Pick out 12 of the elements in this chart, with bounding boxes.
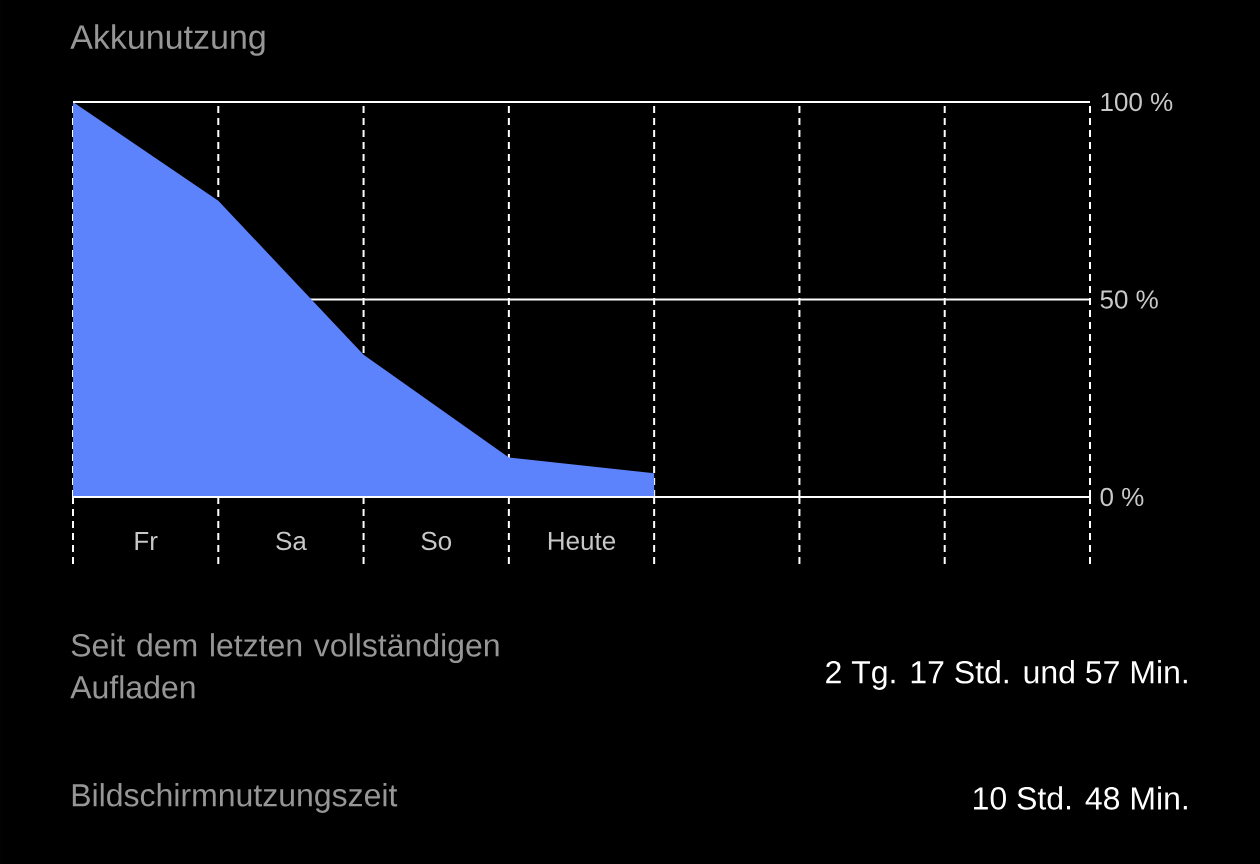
text: Heute [548,531,616,551]
text: So [421,531,452,551]
text: 2 Tg. 17 Std. und 57 Min. [826,660,1187,690]
text: 10 Std. 48 Min. [974,786,1187,810]
text: Fr [135,532,158,550]
y-tick-label: 50 % [1100,290,1158,309]
text: Seit dem letzten vollständigen Aufladen [70,633,499,699]
y-tick-label: 0 % [1100,487,1144,507]
y-tick-label: 100 % [1101,92,1173,112]
text: Sa [276,531,307,551]
text: Bildschirmnutzungszeit [72,783,398,813]
chart-title: Akkunutzung [70,24,265,56]
